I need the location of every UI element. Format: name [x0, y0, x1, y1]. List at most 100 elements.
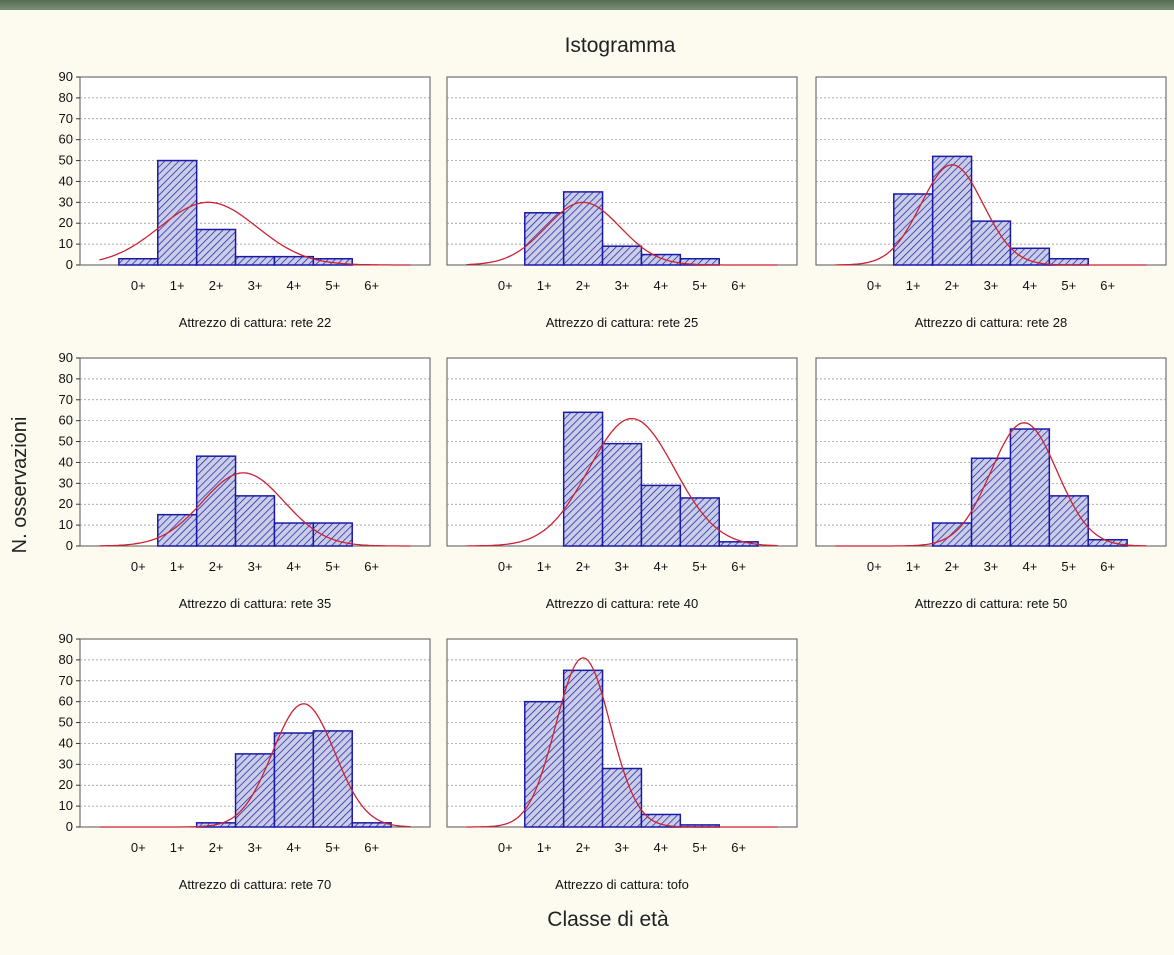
bar-2+	[562, 191, 604, 266]
bar-4+	[1009, 428, 1051, 547]
x-tick-label: 4+	[653, 840, 668, 855]
bar-4+	[640, 813, 682, 828]
x-tick-label: 3+	[615, 278, 630, 293]
y-tick-label: 30	[59, 756, 73, 771]
x-tick-label: 0+	[498, 840, 513, 855]
panel-caption: Attrezzo di cattura: rete 40	[546, 596, 698, 611]
bar-5+	[312, 257, 353, 266]
y-axis-title: N. osservazioni	[9, 417, 31, 554]
y-tick-label: 20	[59, 215, 73, 230]
panel-1: 0 10 20 30 40 50 60 70 80 90 0+ 1+ 2+ 3+ 4+ 5+ 6+ Attrezz…	[59, 69, 431, 330]
y-tick-label: 90	[59, 350, 73, 365]
panel-4: 0 10 20 30 40 50 60 70 80 90 0+ 1+ 2+ 3+ 4+ 5+ 6+ Attrezz…	[59, 350, 431, 611]
y-tick-label: 10	[59, 798, 73, 813]
x-tick-label: 1+	[906, 278, 921, 293]
y-tick-label: 50	[59, 153, 73, 168]
window-top-bar	[0, 0, 1174, 10]
x-tick-label: 0+	[131, 840, 146, 855]
y-tick-label: 10	[59, 236, 73, 251]
x-tick-label: 4+	[286, 278, 301, 293]
bar-5+	[1048, 495, 1089, 547]
y-tick-label: 80	[59, 371, 73, 386]
bar-0+	[118, 257, 159, 266]
x-tick-label: 5+	[1061, 559, 1076, 574]
panel-caption: Attrezzo di cattura: rete 28	[915, 315, 1067, 330]
bar-1+	[157, 159, 198, 266]
bar-4+	[640, 253, 682, 266]
panel-5: 0+ 1+ 2+ 3+ 4+ 5+ 6+ Attrezzo di cattura: rete …	[446, 357, 798, 611]
normal-fit-curve	[99, 472, 411, 547]
x-tick-label: 6+	[1100, 278, 1115, 293]
x-tick-label: 4+	[1022, 559, 1037, 574]
x-tick-label: 3+	[248, 278, 263, 293]
panel-7: 0 10 20 30 40 50 60 70 80 90 0+ 1+ 2+ 3+ 4+ 5+ 6+ Attrezz…	[59, 631, 431, 892]
y-tick-label: 50	[59, 715, 73, 730]
panel-6: 0+ 1+ 2+ 3+ 4+ 5+ 6+ Attrezzo di cattura: rete …	[815, 357, 1167, 611]
x-tick-label: 3+	[248, 840, 263, 855]
x-tick-label: 0+	[867, 278, 882, 293]
bar-4+	[273, 732, 315, 828]
x-tick-label: 3+	[615, 559, 630, 574]
x-tick-label: 0+	[131, 559, 146, 574]
x-tick-label: 5+	[692, 559, 707, 574]
y-tick-label: 30	[59, 475, 73, 490]
y-tick-label: 50	[59, 434, 73, 449]
x-tick-label: 5+	[325, 278, 340, 293]
panel-caption: Attrezzo di cattura: rete 35	[179, 596, 331, 611]
y-tick-label: 70	[59, 392, 73, 407]
bar-4+	[273, 522, 315, 547]
y-tick-label: 0	[66, 257, 73, 272]
y-tick-label: 60	[59, 694, 73, 709]
x-tick-label: 1+	[537, 559, 552, 574]
x-tick-label: 3+	[984, 559, 999, 574]
x-tick-label: 6+	[364, 840, 379, 855]
panel-2: 0+ 1+ 2+ 3+ 4+ 5+ 6+ Attrezzo di cattura: rete …	[446, 76, 798, 330]
bar-4+	[273, 255, 315, 266]
panels-group: 0 10 20 30 40 50 60 70 80 90 0+ 1+ 2+ 3+ 4+ 5+ 6+ Attrezz…	[59, 69, 1167, 892]
y-tick-label: 80	[59, 90, 73, 105]
x-tick-label: 2+	[209, 559, 224, 574]
bar-3+	[234, 495, 276, 547]
panel-caption: Attrezzo di cattura: rete 22	[179, 315, 331, 330]
x-tick-label: 0+	[867, 559, 882, 574]
x-tick-label: 5+	[692, 840, 707, 855]
panel-caption: Attrezzo di cattura: rete 70	[179, 877, 331, 892]
bar-1+	[893, 193, 934, 266]
x-tick-label: 4+	[1022, 278, 1037, 293]
chart-title: Istogramma	[565, 34, 676, 57]
y-tick-label: 0	[66, 819, 73, 834]
bar-2+	[195, 228, 237, 266]
y-tick-label: 20	[59, 496, 73, 511]
bar-6+	[1087, 538, 1128, 547]
bar-1+	[524, 212, 565, 266]
y-tick-label: 40	[59, 454, 73, 469]
y-tick-label: 20	[59, 777, 73, 792]
x-tick-label: 2+	[945, 559, 960, 574]
x-tick-label: 6+	[731, 840, 746, 855]
bar-1+	[157, 513, 198, 547]
x-tick-label: 1+	[170, 278, 185, 293]
panel-caption: Attrezzo di cattura: tofo	[555, 877, 689, 892]
x-tick-label: 4+	[286, 840, 301, 855]
x-tick-label: 2+	[209, 840, 224, 855]
panel-frame	[446, 76, 798, 266]
x-tick-label: 1+	[537, 278, 552, 293]
normal-fit-curve	[835, 422, 1147, 547]
normal-fit-curve	[835, 164, 1147, 266]
bar-2+	[931, 155, 973, 266]
y-tick-label: 90	[59, 69, 73, 84]
bar-4+	[640, 484, 682, 547]
x-tick-label: 2+	[209, 278, 224, 293]
y-tick-label: 70	[59, 673, 73, 688]
panel-8: 0+ 1+ 2+ 3+ 4+ 5+ 6+ Attrezzo di cattura: tofo	[446, 638, 798, 892]
x-tick-label: 0+	[131, 278, 146, 293]
x-tick-label: 1+	[906, 559, 921, 574]
y-tick-label: 0	[66, 538, 73, 553]
x-tick-label: 5+	[1061, 278, 1076, 293]
bar-5+	[312, 522, 353, 547]
x-tick-label: 4+	[653, 278, 668, 293]
x-tick-label: 5+	[325, 559, 340, 574]
bar-2+	[562, 669, 604, 828]
